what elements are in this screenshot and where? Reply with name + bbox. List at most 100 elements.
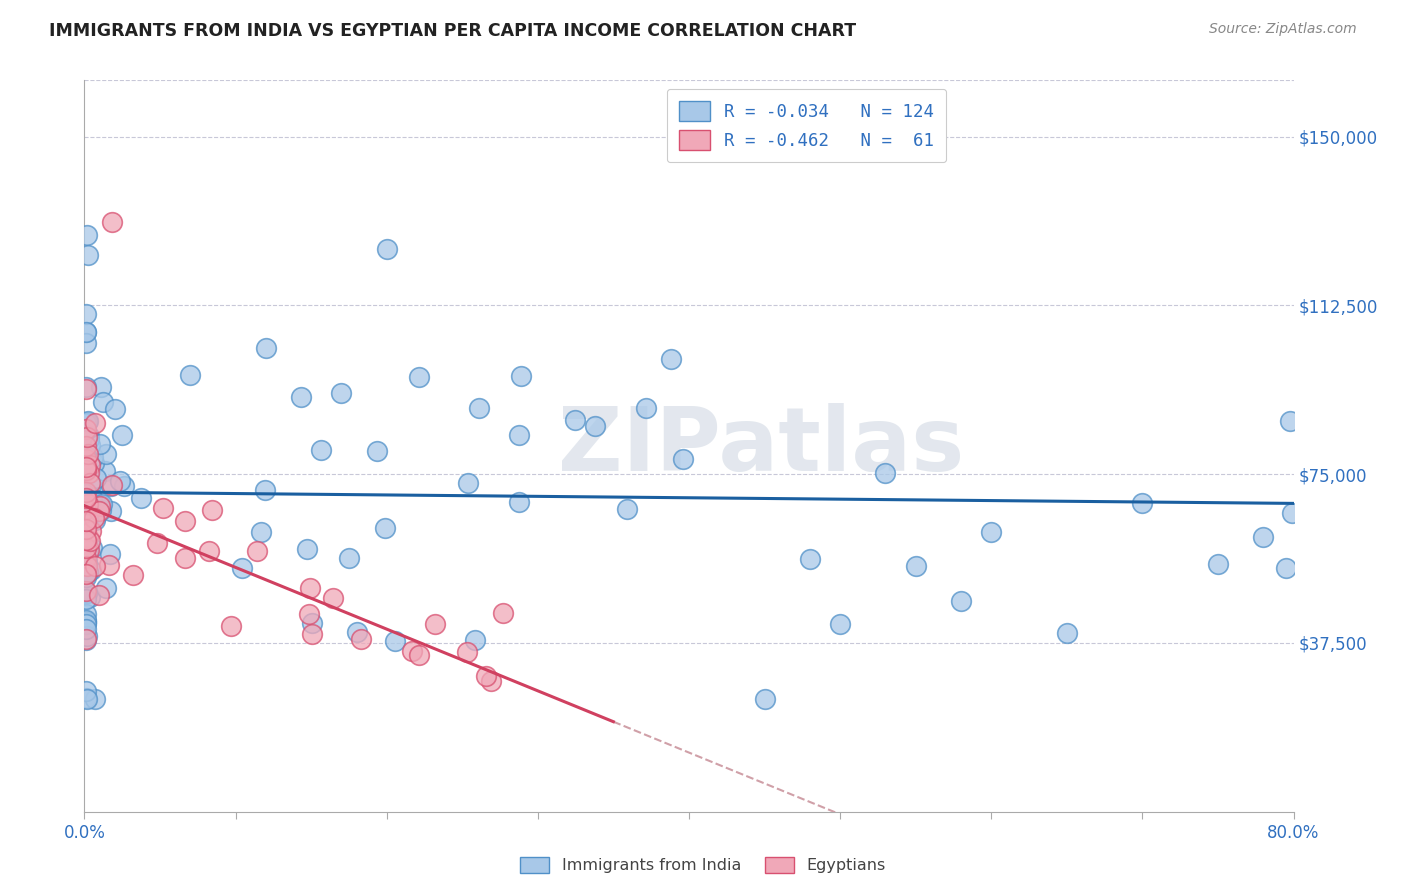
Point bbox=[90, 503, 112, 517]
Point bbox=[129, 491, 152, 505]
Point bbox=[76, 586, 98, 600]
Point bbox=[94, 447, 117, 461]
Point bbox=[76, 486, 98, 500]
Point bbox=[77, 247, 100, 261]
Point bbox=[508, 427, 530, 442]
Point bbox=[79, 475, 101, 490]
Point bbox=[89, 436, 111, 450]
Point bbox=[366, 443, 388, 458]
Point bbox=[76, 536, 98, 550]
Point bbox=[84, 559, 107, 574]
Point bbox=[754, 692, 776, 706]
Point bbox=[77, 530, 100, 544]
Point bbox=[509, 368, 531, 383]
Point bbox=[76, 556, 98, 570]
Point bbox=[77, 433, 100, 447]
Point bbox=[75, 458, 97, 472]
Point bbox=[298, 607, 321, 621]
Point bbox=[77, 429, 100, 443]
Point bbox=[290, 390, 312, 404]
Point bbox=[75, 684, 97, 698]
Point bbox=[75, 691, 97, 706]
Point bbox=[298, 581, 321, 595]
Point bbox=[75, 422, 97, 436]
Point bbox=[76, 558, 98, 573]
Point bbox=[904, 559, 927, 574]
Point bbox=[301, 627, 323, 641]
Point bbox=[111, 428, 134, 442]
Point bbox=[75, 516, 97, 531]
Point bbox=[75, 543, 97, 558]
Point bbox=[146, 536, 169, 550]
Point bbox=[75, 325, 97, 339]
Point bbox=[75, 538, 97, 552]
Point bbox=[246, 543, 269, 558]
Point bbox=[80, 563, 103, 577]
Point bbox=[75, 457, 97, 471]
Point bbox=[93, 394, 115, 409]
Point bbox=[77, 507, 100, 521]
Point bbox=[468, 401, 491, 416]
Point bbox=[75, 541, 97, 555]
Legend: Immigrants from India, Egyptians: Immigrants from India, Egyptians bbox=[513, 850, 893, 880]
Point bbox=[980, 525, 1002, 540]
Point bbox=[79, 458, 101, 473]
Point bbox=[75, 484, 97, 499]
Point bbox=[83, 510, 105, 524]
Point bbox=[231, 561, 253, 575]
Point bbox=[80, 541, 103, 555]
Point bbox=[75, 632, 97, 646]
Point bbox=[98, 547, 121, 561]
Point bbox=[75, 533, 97, 547]
Text: Source: ZipAtlas.com: Source: ZipAtlas.com bbox=[1209, 22, 1357, 37]
Point bbox=[94, 465, 117, 479]
Point bbox=[76, 629, 98, 643]
Point bbox=[75, 500, 97, 515]
Point bbox=[112, 479, 135, 493]
Point bbox=[1130, 496, 1153, 510]
Point bbox=[475, 669, 498, 683]
Point bbox=[80, 492, 103, 507]
Point bbox=[75, 632, 97, 647]
Point bbox=[408, 648, 430, 663]
Point bbox=[75, 529, 97, 543]
Point bbox=[75, 432, 97, 446]
Point bbox=[75, 616, 97, 631]
Point bbox=[337, 551, 360, 566]
Point bbox=[659, 351, 682, 366]
Point bbox=[950, 593, 973, 607]
Point bbox=[76, 692, 98, 706]
Point bbox=[1253, 530, 1275, 544]
Point bbox=[875, 466, 897, 480]
Point bbox=[76, 465, 98, 479]
Point bbox=[79, 590, 101, 604]
Point bbox=[100, 215, 122, 229]
Point bbox=[481, 673, 503, 688]
Legend: R = -0.034   N = 124, R = -0.462   N =  61: R = -0.034 N = 124, R = -0.462 N = 61 bbox=[666, 89, 946, 162]
Point bbox=[76, 430, 98, 444]
Point bbox=[198, 544, 221, 558]
Point bbox=[456, 645, 478, 659]
Point bbox=[583, 419, 606, 434]
Point bbox=[374, 521, 396, 535]
Point bbox=[87, 588, 110, 602]
Point bbox=[79, 467, 101, 481]
Point bbox=[94, 581, 117, 595]
Point bbox=[179, 368, 201, 383]
Point bbox=[295, 542, 318, 557]
Text: ZIPatlas: ZIPatlas bbox=[558, 402, 965, 490]
Point bbox=[90, 497, 112, 511]
Point bbox=[76, 447, 98, 461]
Point bbox=[75, 382, 97, 396]
Point bbox=[79, 533, 101, 548]
Point bbox=[98, 558, 121, 572]
Point bbox=[75, 462, 97, 476]
Point bbox=[79, 458, 101, 472]
Point bbox=[408, 370, 430, 384]
Point bbox=[346, 625, 368, 640]
Point bbox=[634, 401, 657, 415]
Point bbox=[464, 633, 486, 648]
Point bbox=[104, 402, 127, 417]
Point bbox=[76, 544, 98, 558]
Point bbox=[423, 617, 446, 632]
